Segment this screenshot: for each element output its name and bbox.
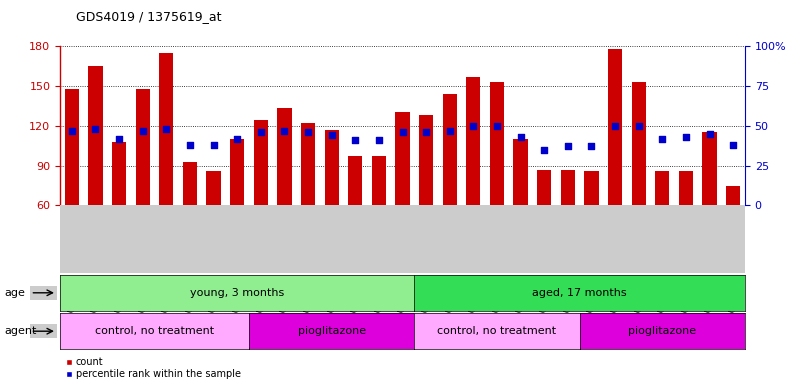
Bar [301, 123, 315, 205]
Text: young, 3 months: young, 3 months [190, 288, 284, 298]
Point [113, 136, 126, 142]
Bar [608, 49, 622, 205]
Point [160, 126, 173, 132]
Bar [348, 156, 362, 205]
Legend: count, percentile rank within the sample: count, percentile rank within the sample [65, 357, 240, 379]
Text: pioglitazone: pioglitazone [298, 326, 366, 336]
Point [349, 137, 362, 143]
Text: control, no treatment: control, no treatment [95, 326, 214, 336]
Bar [112, 142, 127, 205]
Point [325, 132, 338, 138]
Bar [372, 156, 386, 205]
Bar [135, 89, 150, 205]
Bar [277, 109, 292, 205]
Bar [230, 139, 244, 205]
Point [207, 142, 220, 148]
Bar [678, 171, 693, 205]
Bar [585, 171, 598, 205]
Point [727, 142, 739, 148]
Point [66, 127, 78, 134]
Point [396, 129, 409, 135]
Point [585, 143, 598, 149]
Bar [88, 66, 103, 205]
Text: age: age [4, 288, 25, 298]
Bar [207, 171, 220, 205]
Bar [513, 139, 528, 205]
Point [490, 123, 503, 129]
Point [537, 147, 550, 153]
Text: agent: agent [4, 326, 36, 336]
Point [372, 137, 385, 143]
Bar [631, 82, 646, 205]
Bar [419, 115, 433, 205]
Point [278, 127, 291, 134]
Bar [655, 171, 670, 205]
Point [183, 142, 196, 148]
Point [443, 127, 456, 134]
Point [89, 126, 102, 132]
Point [562, 143, 574, 149]
Bar [159, 53, 174, 205]
Text: aged, 17 months: aged, 17 months [533, 288, 627, 298]
Bar [183, 162, 197, 205]
Text: GDS4019 / 1375619_at: GDS4019 / 1375619_at [76, 10, 222, 23]
Point [231, 136, 244, 142]
Point [467, 123, 480, 129]
Bar [254, 121, 268, 205]
Point [679, 134, 692, 140]
Bar [324, 130, 339, 205]
Point [420, 129, 433, 135]
Point [632, 123, 645, 129]
Bar [702, 132, 717, 205]
Point [255, 129, 268, 135]
Bar [443, 94, 457, 205]
Point [609, 123, 622, 129]
Bar [396, 113, 409, 205]
Bar [466, 77, 481, 205]
Text: control, no treatment: control, no treatment [437, 326, 557, 336]
Point [514, 134, 527, 140]
Bar [561, 170, 575, 205]
Text: pioglitazone: pioglitazone [628, 326, 696, 336]
Point [302, 129, 315, 135]
Bar [726, 185, 740, 205]
Point [656, 136, 669, 142]
Point [136, 127, 149, 134]
Bar [490, 82, 504, 205]
Point [703, 131, 716, 137]
Bar [537, 170, 551, 205]
Bar [65, 89, 79, 205]
